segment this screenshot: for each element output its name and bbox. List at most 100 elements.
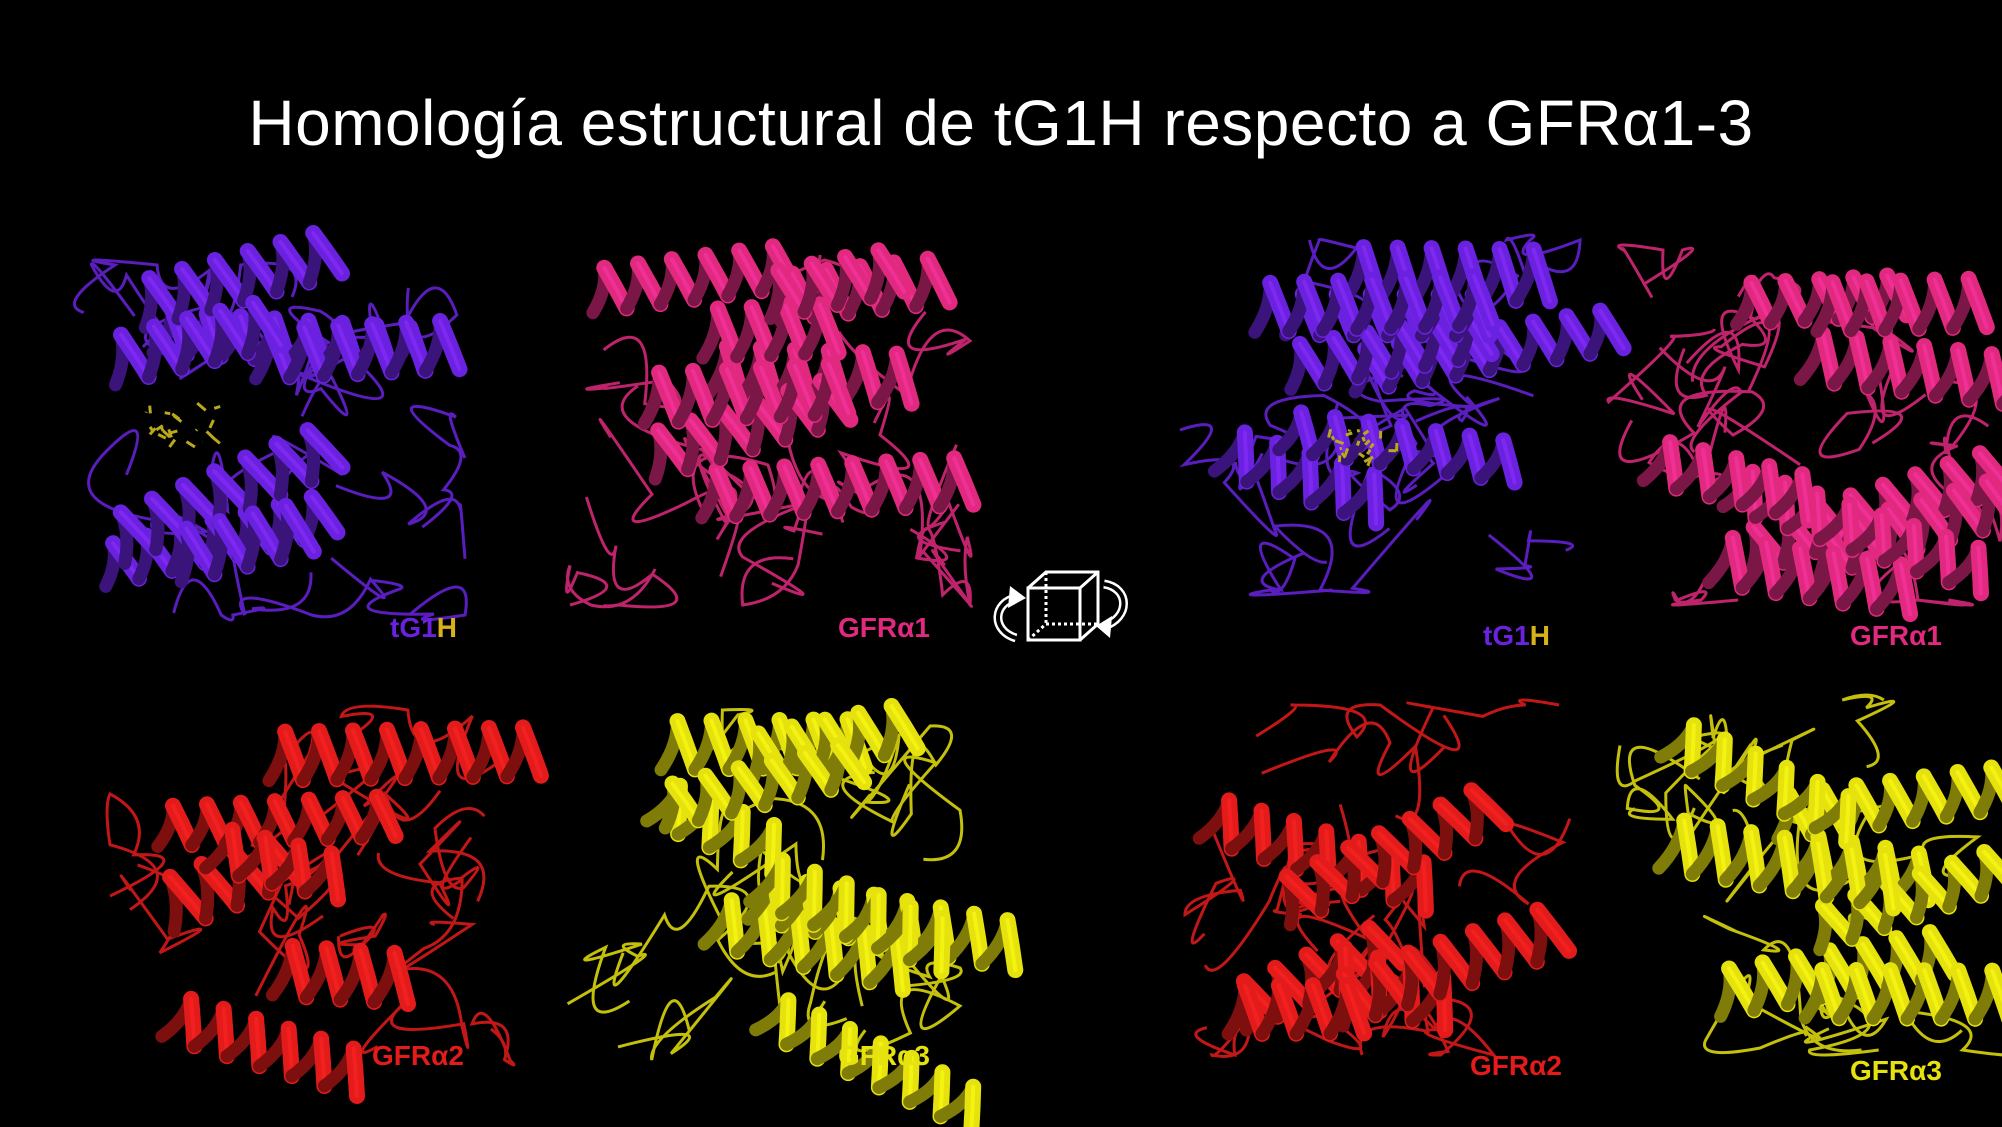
alpha-helix (1702, 529, 1919, 623)
alpha-helix (199, 821, 346, 908)
coil-loop (1618, 389, 1801, 467)
protein-structure-tg1h-front (55, 225, 475, 625)
coil-loop (1406, 698, 1560, 774)
ligand-molecule (144, 401, 221, 449)
alpha-helix (1810, 270, 1995, 339)
coil-loop (1625, 745, 1701, 821)
coil-loop (1606, 328, 1717, 416)
protein-structure-gfra3-rotated (1610, 690, 2002, 1060)
alpha-helix (749, 992, 982, 1127)
label-gfra1-rotated: GFRα1 (1850, 620, 1942, 651)
alpha-helix (1221, 977, 1373, 1042)
coil-loop (172, 572, 313, 622)
coil-loop (1671, 578, 1739, 607)
coil-loop (1487, 530, 1574, 581)
coil-loop (73, 258, 215, 314)
label-tg1h-front: tG1H (390, 612, 457, 644)
coil-loop (1841, 693, 1896, 769)
coil-loop (1381, 971, 1498, 1058)
label-tg1h-rot-suffix: H (1529, 620, 1550, 651)
coil-loop (1702, 914, 1862, 1053)
alpha-helix (155, 990, 365, 1104)
alpha-helix (697, 892, 911, 998)
coil-loop (584, 496, 679, 609)
coil-loop (105, 791, 166, 911)
coil-loop (1261, 721, 1422, 821)
alpha-helix (1636, 434, 1817, 529)
coil-loop (1457, 818, 1572, 906)
protein-structure-gfra2-rotated (1175, 695, 1595, 1065)
coil-loop (254, 849, 334, 997)
protein-structure-gfra3-front (550, 698, 1024, 1127)
coil-loop (376, 820, 486, 907)
alpha-helix (109, 294, 289, 392)
protein-structure-gfra1-rotated (1590, 240, 2002, 623)
coil-loop (926, 444, 973, 605)
label-tg1h-rot-mid: 1 (1514, 620, 1530, 651)
alpha-helix (138, 225, 350, 335)
coil-loop (1255, 703, 1461, 752)
ligand-molecule (1327, 428, 1399, 467)
coil-loop (360, 967, 470, 1054)
alpha-helix (1278, 782, 1515, 932)
alpha-helix (151, 788, 404, 853)
label-tg1h-rotated: tG1H (1483, 620, 1550, 652)
alpha-helix (1335, 901, 1577, 1033)
label-gfra2-front: GFRα2 (372, 1040, 464, 1071)
alpha-helix (696, 296, 847, 365)
coil-loop (850, 724, 954, 837)
alpha-helix (658, 737, 873, 835)
label-tg1h-rot-prefix: tG (1483, 620, 1515, 651)
label-gfra2-rotated: GFRα2 (1470, 1050, 1562, 1081)
coil-loop (1818, 364, 1904, 459)
label-tg1h-mid: 1 (421, 612, 437, 643)
label-gfra1-front: GFRα1 (838, 612, 930, 643)
coil-loop (1183, 826, 1245, 945)
alpha-helix (174, 497, 322, 589)
alpha-helix (743, 852, 951, 980)
alpha-helix (1248, 268, 1501, 340)
alpha-helix (1272, 404, 1523, 491)
coil-loop (1358, 997, 1473, 1057)
coil-loop (1248, 541, 1333, 597)
coil-loop (366, 579, 468, 622)
alpha-helix (695, 450, 982, 525)
alpha-helix (586, 238, 804, 320)
alpha-helix (638, 356, 857, 430)
alpha-helix (1654, 717, 1857, 850)
coil-loop (1617, 243, 1695, 299)
protein-structure-gfra2-front (100, 700, 549, 1104)
label-tg1h-prefix: tG (390, 612, 422, 643)
alpha-helix (764, 242, 913, 325)
label-gfra3-rotated: GFRα3 (1850, 1055, 1942, 1086)
alpha-helix (1192, 792, 1434, 919)
alpha-helix (265, 938, 416, 1013)
coil-loop (617, 977, 733, 1061)
coil-loop (837, 310, 973, 398)
protein-structure-tg1h-rotated (1170, 230, 1632, 600)
coil-loop (1503, 233, 1582, 277)
coil-loop (740, 498, 823, 607)
alpha-helix (1793, 325, 2002, 412)
coil-loop (612, 884, 776, 987)
coil-loop (1902, 1009, 2002, 1057)
slide-title: Homología estructural de tG1H respecto a… (248, 87, 1754, 159)
alpha-helix (1652, 812, 1902, 917)
alpha-helix (262, 719, 549, 788)
rotate-cube-icon (980, 560, 1140, 660)
coil-loop (564, 564, 657, 609)
label-gfra3-front: GFRα3 (838, 1040, 930, 1071)
coil-loop (469, 1011, 516, 1067)
coil-loop (392, 836, 477, 976)
coil-loop (335, 470, 467, 559)
coil-loop (1271, 499, 1432, 594)
coil-loop (1402, 396, 1500, 494)
protein-structure-gfra1-front (560, 238, 982, 615)
label-tg1h-suffix: H (436, 612, 457, 643)
coil-loop (1658, 346, 1743, 454)
coil-loop (409, 404, 467, 529)
alpha-helix (1798, 961, 2002, 1027)
coil-loop (832, 396, 911, 523)
coil-loop (566, 942, 647, 1014)
